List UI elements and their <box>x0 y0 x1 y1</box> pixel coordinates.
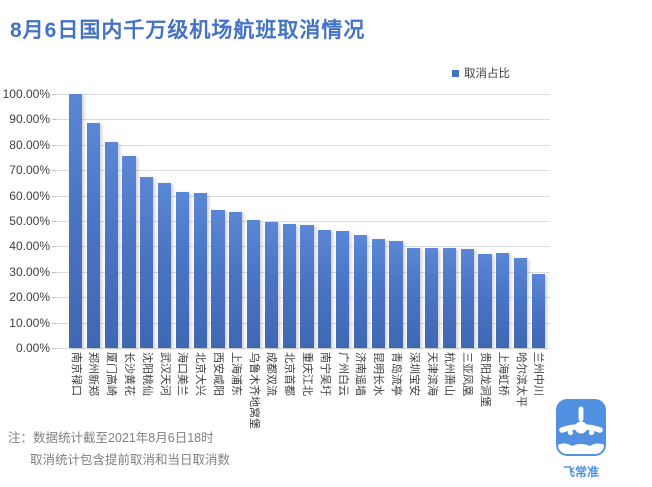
x-axis-label: 武汉天河 <box>158 352 171 396</box>
y-axis-tick <box>52 94 57 95</box>
bar <box>478 254 492 348</box>
bar <box>442 247 456 348</box>
x-axis-label: 哈尔滨太平 <box>514 352 527 407</box>
bar <box>282 223 296 348</box>
x-axis-label: 贵阳龙洞堡 <box>479 352 491 407</box>
bar <box>389 241 403 348</box>
y-axis-label: 70.00% <box>9 163 50 178</box>
bar <box>407 247 421 348</box>
x-axis-label: 重庆江北 <box>301 352 313 396</box>
x-axis-label: 南宁吴圩 <box>318 352 331 396</box>
x-axis-label: 三亚凤凰 <box>461 352 474 396</box>
gridline <box>57 348 550 349</box>
x-axis-label: 北京首都 <box>283 352 296 396</box>
x-axis-label: 上海浦东 <box>229 352 242 396</box>
bar <box>371 238 385 348</box>
y-axis-label: 20.00% <box>9 290 50 305</box>
gridline <box>57 221 550 222</box>
y-axis-label: 40.00% <box>9 239 50 254</box>
y-axis-tick <box>52 348 57 349</box>
bar <box>175 191 189 348</box>
bar <box>531 274 545 348</box>
gridline <box>57 195 550 197</box>
y-axis-label: 60.00% <box>9 188 50 203</box>
x-axis-label: 天津滨海 <box>425 352 438 396</box>
x-axis-label: 厦门高崎 <box>105 352 118 396</box>
x-axis-label: 乌鲁木齐地窝堡 <box>247 352 260 429</box>
y-axis-tick <box>52 322 57 324</box>
x-axis-label: 昆明长水 <box>372 352 385 396</box>
x-axis-label: 南京禄口 <box>69 352 82 396</box>
y-axis-label: 30.00% <box>9 264 50 279</box>
gridline <box>57 119 550 121</box>
y-axis-label: 80.00% <box>9 137 50 152</box>
legend-label: 取消占比 <box>464 68 510 80</box>
footnote-line-2: 取消统计包含提前取消和当日取消数 <box>30 453 231 467</box>
bar <box>425 247 439 348</box>
y-axis-label: 10.00% <box>9 315 50 330</box>
bar <box>496 252 510 348</box>
bar <box>318 229 332 348</box>
x-axis-label: 兰州中川 <box>532 352 545 396</box>
gridline <box>57 144 550 146</box>
bar <box>336 231 350 348</box>
y-axis-tick <box>52 221 57 222</box>
bar <box>193 193 207 348</box>
variflight-logo: 飞常准 <box>553 399 609 480</box>
x-axis-label: 上海虹桥 <box>496 352 509 396</box>
y-axis-tick <box>52 297 57 299</box>
y-axis-tick <box>52 271 57 273</box>
gridline <box>57 170 550 172</box>
x-axis-label: 杭州萧山 <box>443 352 456 396</box>
x-axis-label: 西安咸阳 <box>212 352 224 396</box>
bar <box>122 156 136 348</box>
bar <box>264 222 278 348</box>
x-axis-label: 青岛流亭 <box>390 352 402 396</box>
y-axis-tick <box>52 170 57 172</box>
y-axis-label: 90.00% <box>9 112 50 127</box>
bar <box>104 142 118 348</box>
x-axis-label: 海口美兰 <box>176 352 189 396</box>
bar <box>211 209 225 348</box>
y-axis-label: 50.00% <box>9 214 50 228</box>
bar <box>140 176 154 348</box>
x-axis-label: 成都双流 <box>265 352 278 396</box>
variflight-airplane-cloud-icon <box>556 399 606 456</box>
bar <box>460 248 474 348</box>
y-axis-label: 100.00% <box>2 87 50 101</box>
y-axis-tick <box>52 195 57 197</box>
bar <box>158 182 172 348</box>
y-axis-tick <box>52 144 57 146</box>
x-axis-label: 深圳宝安 <box>407 352 420 396</box>
bar <box>229 212 243 348</box>
footnote-line-1: 注：数据统计截至2021年8月6日18时 <box>8 431 214 445</box>
x-axis-label: 济南遥墙 <box>354 352 367 396</box>
logo-text: 飞常准 <box>562 465 599 479</box>
x-axis-label: 北京大兴 <box>194 352 207 396</box>
bar <box>514 257 528 348</box>
bar <box>86 123 100 348</box>
y-axis-tick <box>52 246 57 248</box>
y-axis-tick <box>52 119 57 121</box>
x-axis-label: 广州白云 <box>336 352 349 396</box>
x-axis-label: 沈阳桃仙 <box>140 352 153 396</box>
y-axis-label: 0.00% <box>15 341 50 355</box>
x-axis-label: 郑州新郑 <box>87 352 100 396</box>
bar <box>69 94 83 348</box>
legend-marker-icon <box>452 69 459 77</box>
legend: 取消占比 <box>452 65 510 81</box>
gridline <box>57 94 550 95</box>
bar <box>247 219 261 348</box>
bar <box>300 224 314 348</box>
x-axis-label: 长沙黄花 <box>123 352 135 396</box>
bar <box>353 234 367 348</box>
page-title: 8月6日国内千万级机场航班取消情况 <box>10 19 366 42</box>
